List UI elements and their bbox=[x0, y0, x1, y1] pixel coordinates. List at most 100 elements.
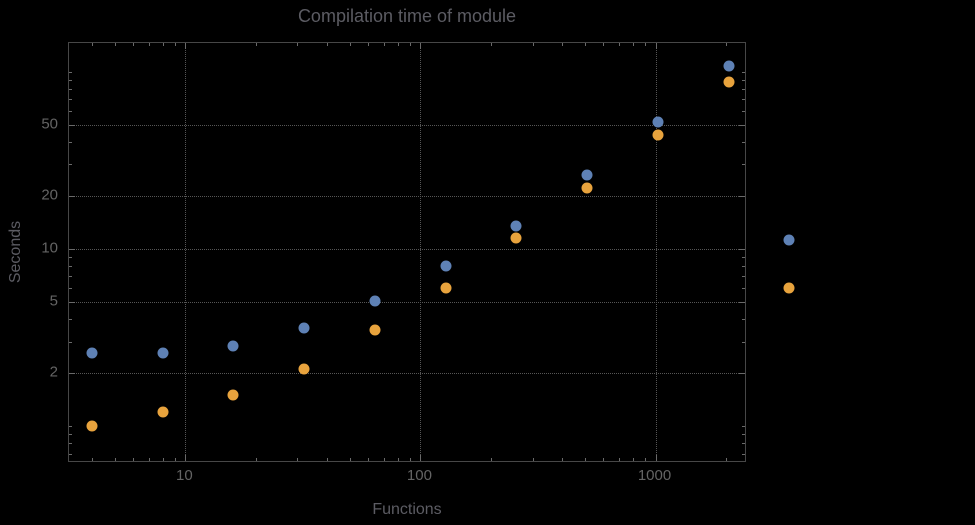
y-minortick-right-8 bbox=[742, 266, 745, 268]
x-minortick-top-50 bbox=[349, 43, 351, 46]
y-minortick-0.8 bbox=[69, 443, 72, 445]
point-series-orange-2 bbox=[227, 389, 239, 401]
x-minortick-top-80 bbox=[397, 43, 399, 46]
legend-item-orange-marker bbox=[783, 282, 795, 294]
point-series-orange-1 bbox=[157, 406, 169, 418]
x-minortick-top-30 bbox=[297, 43, 299, 46]
x-minortick-500 bbox=[584, 458, 586, 461]
y-minortick-right-90 bbox=[742, 79, 745, 81]
y-minortick-right-6 bbox=[742, 288, 745, 290]
x-minortick-700 bbox=[619, 458, 621, 461]
y-minortick-right-0.7000000000000001 bbox=[742, 453, 745, 455]
x-minortick-9 bbox=[174, 458, 176, 461]
x-minortick-top-200 bbox=[491, 43, 493, 46]
y-minortick-40 bbox=[69, 142, 72, 144]
x-minortick-40 bbox=[326, 458, 328, 461]
point-series-orange-6 bbox=[510, 232, 522, 244]
x-tick-label-100: 100 bbox=[406, 467, 432, 484]
point-series-blue-0 bbox=[86, 347, 98, 359]
y-minortick-0.9 bbox=[69, 434, 72, 436]
gridline-x-10 bbox=[185, 43, 187, 461]
y-minortick-6 bbox=[69, 288, 72, 290]
y-minortick-30 bbox=[69, 164, 72, 166]
y-minortick-right-80 bbox=[742, 88, 745, 90]
y-tick-right-50 bbox=[739, 124, 745, 126]
x-minortick-top-800 bbox=[632, 43, 634, 46]
point-series-blue-8 bbox=[652, 116, 664, 128]
point-series-orange-0 bbox=[86, 420, 98, 432]
x-minortick-200 bbox=[491, 458, 493, 461]
y-minortick-right-3 bbox=[742, 341, 745, 343]
y-tick-20 bbox=[69, 195, 75, 197]
chart-title: Compilation time of module bbox=[297, 6, 517, 26]
x-minortick-top-600 bbox=[603, 43, 605, 46]
x-minortick-30 bbox=[297, 458, 299, 461]
point-series-blue-9 bbox=[723, 60, 735, 72]
x-minortick-7 bbox=[148, 458, 150, 461]
y-minortick-90 bbox=[69, 79, 72, 81]
y-tick-5 bbox=[69, 302, 75, 304]
x-minortick-top-60 bbox=[368, 43, 370, 46]
x-tick-10 bbox=[185, 455, 187, 461]
y-tick-label-20: 20 bbox=[41, 186, 58, 204]
point-series-blue-3 bbox=[298, 322, 310, 334]
y-tick-label-10: 10 bbox=[41, 239, 58, 257]
gridline-y-20 bbox=[69, 195, 745, 197]
y-minortick-0.7000000000000001 bbox=[69, 453, 72, 455]
gridline-y-2 bbox=[69, 372, 745, 374]
y-minortick-8 bbox=[69, 266, 72, 268]
x-minortick-90 bbox=[409, 458, 411, 461]
y-tick-right-10 bbox=[739, 248, 745, 250]
x-tick-top-100 bbox=[420, 43, 422, 49]
x-minortick-top-40 bbox=[326, 43, 328, 46]
y-tick-label-50: 50 bbox=[41, 115, 58, 133]
x-tick-1000 bbox=[655, 455, 657, 461]
x-minortick-top-300 bbox=[532, 43, 534, 46]
point-series-orange-5 bbox=[440, 282, 452, 294]
y-minortick-right-7 bbox=[742, 276, 745, 278]
x-tick-top-1000 bbox=[655, 43, 657, 49]
y-tick-50 bbox=[69, 124, 75, 126]
x-minortick-80 bbox=[397, 458, 399, 461]
x-minortick-top-500 bbox=[584, 43, 586, 46]
x-minortick-2000 bbox=[726, 458, 728, 461]
point-series-blue-6 bbox=[510, 220, 522, 232]
y-minortick-right-9 bbox=[742, 257, 745, 258]
x-minortick-300 bbox=[532, 458, 534, 461]
point-series-blue-5 bbox=[440, 260, 452, 272]
point-series-orange-7 bbox=[581, 182, 593, 194]
x-minortick-top-7 bbox=[148, 43, 150, 46]
x-minortick-6 bbox=[133, 458, 135, 461]
point-series-orange-9 bbox=[723, 76, 735, 88]
y-minortick-9 bbox=[69, 257, 72, 258]
y-tick-right-20 bbox=[739, 195, 745, 197]
point-series-blue-4 bbox=[369, 295, 381, 307]
point-series-orange-3 bbox=[298, 363, 310, 375]
x-minortick-top-400 bbox=[561, 43, 563, 46]
x-minortick-8 bbox=[162, 458, 164, 461]
y-tick-label-5: 5 bbox=[49, 292, 58, 310]
x-minortick-top-70 bbox=[384, 43, 385, 46]
x-minortick-top-90 bbox=[409, 43, 411, 46]
y-minortick-right-60 bbox=[742, 110, 745, 112]
x-minortick-top-4 bbox=[91, 43, 93, 46]
gridline-y-5 bbox=[69, 302, 745, 304]
x-tick-label-1000: 1000 bbox=[637, 467, 672, 484]
gridline-x-1000 bbox=[655, 43, 657, 461]
point-series-blue-2 bbox=[227, 340, 239, 352]
x-minortick-top-6 bbox=[133, 43, 135, 46]
x-minortick-5 bbox=[114, 458, 116, 461]
x-minortick-4 bbox=[91, 458, 93, 461]
y-tick-right-5 bbox=[739, 302, 745, 304]
point-series-blue-7 bbox=[581, 169, 593, 181]
y-minortick-7 bbox=[69, 276, 72, 278]
x-minortick-400 bbox=[561, 458, 563, 461]
y-tick-2 bbox=[69, 372, 75, 374]
y-minortick-80 bbox=[69, 88, 72, 90]
point-series-orange-4 bbox=[369, 324, 381, 336]
x-minortick-top-5 bbox=[114, 43, 116, 46]
x-minortick-70 bbox=[384, 458, 385, 461]
y-minortick-right-70 bbox=[742, 99, 745, 101]
x-minortick-top-2000 bbox=[726, 43, 728, 46]
